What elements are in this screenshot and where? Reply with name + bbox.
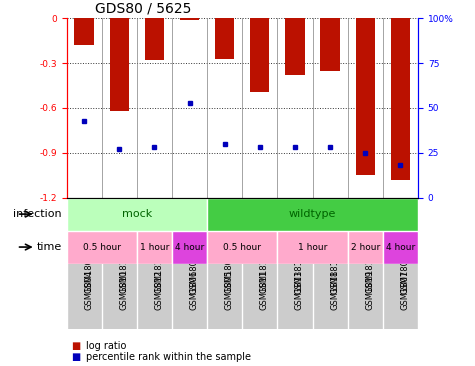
Text: GSM1819: GSM1819 [365, 270, 374, 310]
Text: GSM1818: GSM1818 [330, 270, 339, 310]
Bar [383, 231, 418, 264]
Text: GSM1804: GSM1804 [84, 253, 93, 294]
Text: GSM1807: GSM1807 [400, 253, 409, 294]
Bar [321, 18, 340, 71]
Text: GSM1813: GSM1813 [295, 253, 304, 294]
Text: GSM1810: GSM1810 [119, 253, 128, 294]
Text: GSM1812: GSM1812 [154, 270, 163, 310]
Bar [172, 231, 207, 264]
Text: GSM1807: GSM1807 [400, 270, 409, 310]
Text: GSM1806: GSM1806 [190, 253, 199, 294]
Text: infection: infection [13, 209, 62, 219]
Text: log ratio: log ratio [86, 341, 126, 351]
Bar [110, 18, 129, 111]
Bar [285, 18, 304, 75]
Text: GSM1805: GSM1805 [225, 270, 234, 310]
Text: ■: ■ [71, 341, 80, 351]
Bar [348, 231, 383, 264]
Text: GSM1811: GSM1811 [260, 270, 269, 310]
Text: wildtype: wildtype [289, 209, 336, 219]
Text: GSM1818: GSM1818 [330, 253, 339, 294]
Bar [145, 18, 164, 60]
Text: GSM1804: GSM1804 [84, 270, 93, 310]
Bar [250, 18, 269, 92]
Bar [75, 18, 94, 45]
Bar [66, 198, 207, 231]
Text: 0.5 hour: 0.5 hour [83, 243, 121, 251]
Text: 1 hour: 1 hour [140, 243, 169, 251]
Text: GDS80 / 5625: GDS80 / 5625 [95, 2, 191, 16]
Text: time: time [37, 242, 62, 252]
Text: ■: ■ [71, 352, 80, 362]
Bar [356, 18, 375, 175]
Text: mock: mock [122, 209, 152, 219]
Text: GSM1819: GSM1819 [365, 253, 374, 294]
Text: GSM1812: GSM1812 [154, 253, 163, 294]
Text: percentile rank within the sample: percentile rank within the sample [86, 352, 250, 362]
Bar [277, 231, 348, 264]
Text: 0.5 hour: 0.5 hour [223, 243, 261, 251]
Text: GSM1806: GSM1806 [190, 270, 199, 310]
Bar [207, 231, 277, 264]
Bar [391, 18, 410, 180]
Bar [137, 231, 172, 264]
Bar [207, 198, 418, 231]
Text: 4 hour: 4 hour [386, 243, 415, 251]
Text: 1 hour: 1 hour [298, 243, 327, 251]
Text: GSM1810: GSM1810 [119, 270, 128, 310]
Bar [66, 231, 137, 264]
Text: GSM1811: GSM1811 [260, 253, 269, 294]
Text: 2 hour: 2 hour [351, 243, 380, 251]
Text: 4 hour: 4 hour [175, 243, 204, 251]
Text: GSM1805: GSM1805 [225, 253, 234, 294]
Bar [180, 18, 199, 20]
Bar [215, 18, 234, 59]
Text: GSM1813: GSM1813 [295, 270, 304, 310]
